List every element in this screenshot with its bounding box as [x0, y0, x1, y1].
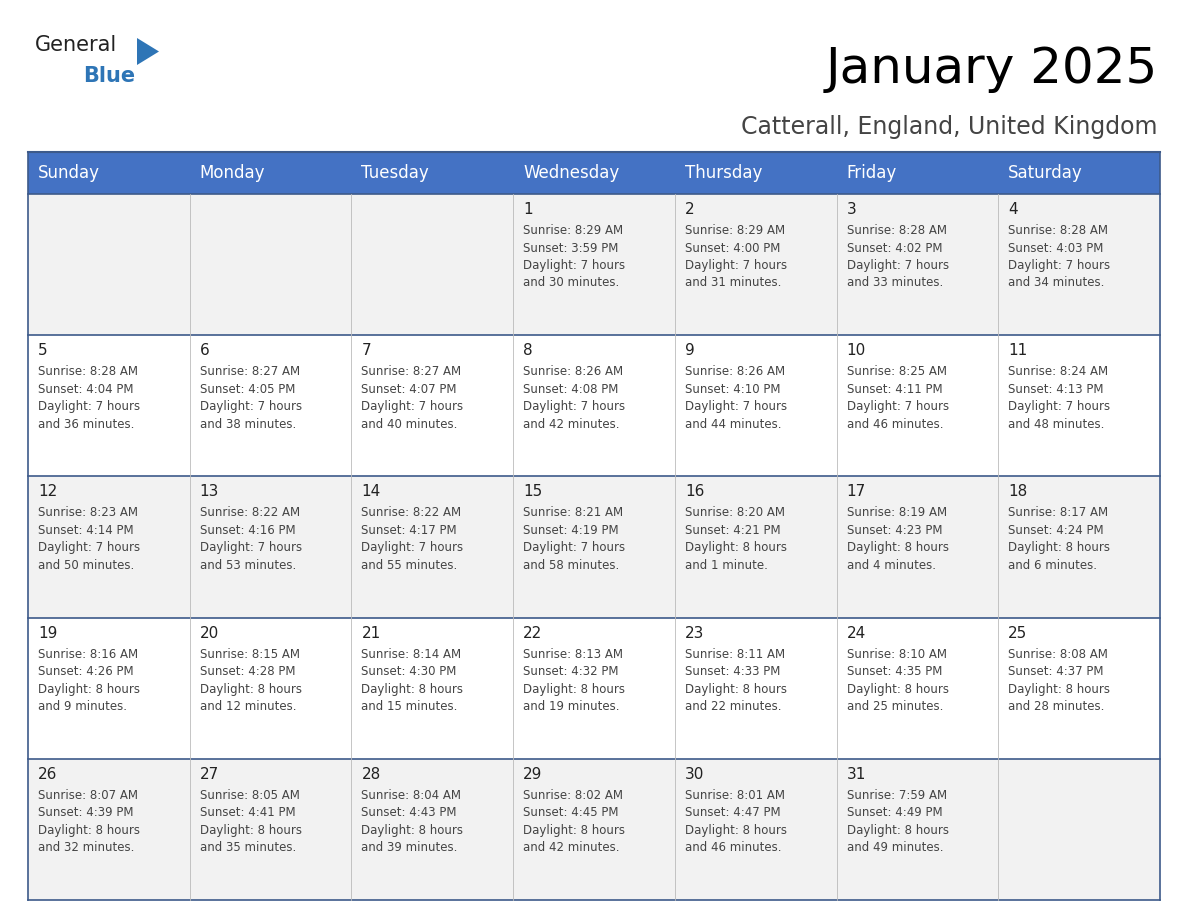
Text: 2: 2	[684, 202, 695, 217]
Bar	[29, 194, 1159, 335]
Text: 28: 28	[361, 767, 380, 782]
Text: Wednesday: Wednesday	[523, 164, 619, 182]
Text: 21: 21	[361, 625, 380, 641]
Text: 7: 7	[361, 343, 371, 358]
Text: 27: 27	[200, 767, 219, 782]
Text: 24: 24	[847, 625, 866, 641]
Text: 12: 12	[38, 485, 57, 499]
Text: Sunrise: 8:14 AM
Sunset: 4:30 PM
Daylight: 8 hours
and 15 minutes.: Sunrise: 8:14 AM Sunset: 4:30 PM Dayligh…	[361, 647, 463, 713]
Text: 23: 23	[684, 625, 704, 641]
Text: Sunrise: 8:22 AM
Sunset: 4:16 PM
Daylight: 7 hours
and 53 minutes.: Sunrise: 8:22 AM Sunset: 4:16 PM Dayligh…	[200, 507, 302, 572]
Text: 11: 11	[1009, 343, 1028, 358]
Text: Sunrise: 8:25 AM
Sunset: 4:11 PM
Daylight: 7 hours
and 46 minutes.: Sunrise: 8:25 AM Sunset: 4:11 PM Dayligh…	[847, 365, 949, 431]
Text: Sunrise: 8:28 AM
Sunset: 4:02 PM
Daylight: 7 hours
and 33 minutes.: Sunrise: 8:28 AM Sunset: 4:02 PM Dayligh…	[847, 224, 949, 289]
Text: Monday: Monday	[200, 164, 265, 182]
Text: Sunrise: 8:27 AM
Sunset: 4:07 PM
Daylight: 7 hours
and 40 minutes.: Sunrise: 8:27 AM Sunset: 4:07 PM Dayligh…	[361, 365, 463, 431]
Text: Sunrise: 8:11 AM
Sunset: 4:33 PM
Daylight: 8 hours
and 22 minutes.: Sunrise: 8:11 AM Sunset: 4:33 PM Dayligh…	[684, 647, 786, 713]
Text: Sunrise: 8:24 AM
Sunset: 4:13 PM
Daylight: 7 hours
and 48 minutes.: Sunrise: 8:24 AM Sunset: 4:13 PM Dayligh…	[1009, 365, 1111, 431]
Polygon shape	[137, 38, 159, 65]
Text: 19: 19	[38, 625, 57, 641]
Text: 25: 25	[1009, 625, 1028, 641]
Text: 16: 16	[684, 485, 704, 499]
Text: Blue: Blue	[83, 66, 135, 86]
Text: 9: 9	[684, 343, 695, 358]
Text: January 2025: January 2025	[826, 45, 1158, 93]
Text: Sunrise: 8:28 AM
Sunset: 4:03 PM
Daylight: 7 hours
and 34 minutes.: Sunrise: 8:28 AM Sunset: 4:03 PM Dayligh…	[1009, 224, 1111, 289]
Text: 4: 4	[1009, 202, 1018, 217]
Text: Sunrise: 8:22 AM
Sunset: 4:17 PM
Daylight: 7 hours
and 55 minutes.: Sunrise: 8:22 AM Sunset: 4:17 PM Dayligh…	[361, 507, 463, 572]
Text: Sunrise: 8:20 AM
Sunset: 4:21 PM
Daylight: 8 hours
and 1 minute.: Sunrise: 8:20 AM Sunset: 4:21 PM Dayligh…	[684, 507, 786, 572]
Text: Friday: Friday	[847, 164, 897, 182]
Text: Sunday: Sunday	[38, 164, 100, 182]
Text: Sunrise: 8:29 AM
Sunset: 4:00 PM
Daylight: 7 hours
and 31 minutes.: Sunrise: 8:29 AM Sunset: 4:00 PM Dayligh…	[684, 224, 786, 289]
Text: 29: 29	[523, 767, 543, 782]
Text: 26: 26	[38, 767, 57, 782]
Text: Sunrise: 8:28 AM
Sunset: 4:04 PM
Daylight: 7 hours
and 36 minutes.: Sunrise: 8:28 AM Sunset: 4:04 PM Dayligh…	[38, 365, 140, 431]
Text: Thursday: Thursday	[684, 164, 763, 182]
Text: Sunrise: 8:15 AM
Sunset: 4:28 PM
Daylight: 8 hours
and 12 minutes.: Sunrise: 8:15 AM Sunset: 4:28 PM Dayligh…	[200, 647, 302, 713]
Text: Catterall, England, United Kingdom: Catterall, England, United Kingdom	[741, 115, 1158, 139]
Bar	[29, 152, 1159, 194]
Text: 1: 1	[523, 202, 532, 217]
Text: Sunrise: 8:27 AM
Sunset: 4:05 PM
Daylight: 7 hours
and 38 minutes.: Sunrise: 8:27 AM Sunset: 4:05 PM Dayligh…	[200, 365, 302, 431]
Text: Sunrise: 8:07 AM
Sunset: 4:39 PM
Daylight: 8 hours
and 32 minutes.: Sunrise: 8:07 AM Sunset: 4:39 PM Dayligh…	[38, 789, 140, 855]
Text: 20: 20	[200, 625, 219, 641]
Text: Sunrise: 8:19 AM
Sunset: 4:23 PM
Daylight: 8 hours
and 4 minutes.: Sunrise: 8:19 AM Sunset: 4:23 PM Dayligh…	[847, 507, 948, 572]
Text: 3: 3	[847, 202, 857, 217]
Text: Sunrise: 8:16 AM
Sunset: 4:26 PM
Daylight: 8 hours
and 9 minutes.: Sunrise: 8:16 AM Sunset: 4:26 PM Dayligh…	[38, 647, 140, 713]
Text: Sunrise: 8:13 AM
Sunset: 4:32 PM
Daylight: 8 hours
and 19 minutes.: Sunrise: 8:13 AM Sunset: 4:32 PM Dayligh…	[523, 647, 625, 713]
Text: General: General	[34, 35, 118, 55]
Text: Sunrise: 8:26 AM
Sunset: 4:10 PM
Daylight: 7 hours
and 44 minutes.: Sunrise: 8:26 AM Sunset: 4:10 PM Dayligh…	[684, 365, 786, 431]
Text: 6: 6	[200, 343, 209, 358]
Text: 13: 13	[200, 485, 219, 499]
Text: Sunrise: 8:05 AM
Sunset: 4:41 PM
Daylight: 8 hours
and 35 minutes.: Sunrise: 8:05 AM Sunset: 4:41 PM Dayligh…	[200, 789, 302, 855]
Text: 17: 17	[847, 485, 866, 499]
Text: 18: 18	[1009, 485, 1028, 499]
Text: 22: 22	[523, 625, 543, 641]
Text: Sunrise: 8:04 AM
Sunset: 4:43 PM
Daylight: 8 hours
and 39 minutes.: Sunrise: 8:04 AM Sunset: 4:43 PM Dayligh…	[361, 789, 463, 855]
Bar	[29, 476, 1159, 618]
Bar	[29, 759, 1159, 900]
Text: 10: 10	[847, 343, 866, 358]
Text: 30: 30	[684, 767, 704, 782]
Text: Sunrise: 7:59 AM
Sunset: 4:49 PM
Daylight: 8 hours
and 49 minutes.: Sunrise: 7:59 AM Sunset: 4:49 PM Dayligh…	[847, 789, 948, 855]
Text: Sunrise: 8:26 AM
Sunset: 4:08 PM
Daylight: 7 hours
and 42 minutes.: Sunrise: 8:26 AM Sunset: 4:08 PM Dayligh…	[523, 365, 625, 431]
Text: Sunrise: 8:17 AM
Sunset: 4:24 PM
Daylight: 8 hours
and 6 minutes.: Sunrise: 8:17 AM Sunset: 4:24 PM Dayligh…	[1009, 507, 1111, 572]
Text: 14: 14	[361, 485, 380, 499]
Text: 15: 15	[523, 485, 543, 499]
Text: 31: 31	[847, 767, 866, 782]
Text: Sunrise: 8:23 AM
Sunset: 4:14 PM
Daylight: 7 hours
and 50 minutes.: Sunrise: 8:23 AM Sunset: 4:14 PM Dayligh…	[38, 507, 140, 572]
Bar	[29, 335, 1159, 476]
Text: Sunrise: 8:08 AM
Sunset: 4:37 PM
Daylight: 8 hours
and 28 minutes.: Sunrise: 8:08 AM Sunset: 4:37 PM Dayligh…	[1009, 647, 1111, 713]
Text: Sunrise: 8:02 AM
Sunset: 4:45 PM
Daylight: 8 hours
and 42 minutes.: Sunrise: 8:02 AM Sunset: 4:45 PM Dayligh…	[523, 789, 625, 855]
Text: 5: 5	[38, 343, 48, 358]
Text: Sunrise: 8:21 AM
Sunset: 4:19 PM
Daylight: 7 hours
and 58 minutes.: Sunrise: 8:21 AM Sunset: 4:19 PM Dayligh…	[523, 507, 625, 572]
Text: Tuesday: Tuesday	[361, 164, 429, 182]
Bar	[29, 618, 1159, 759]
Text: Sunrise: 8:01 AM
Sunset: 4:47 PM
Daylight: 8 hours
and 46 minutes.: Sunrise: 8:01 AM Sunset: 4:47 PM Dayligh…	[684, 789, 786, 855]
Text: Sunrise: 8:29 AM
Sunset: 3:59 PM
Daylight: 7 hours
and 30 minutes.: Sunrise: 8:29 AM Sunset: 3:59 PM Dayligh…	[523, 224, 625, 289]
Text: Sunrise: 8:10 AM
Sunset: 4:35 PM
Daylight: 8 hours
and 25 minutes.: Sunrise: 8:10 AM Sunset: 4:35 PM Dayligh…	[847, 647, 948, 713]
Text: 8: 8	[523, 343, 532, 358]
Text: Saturday: Saturday	[1009, 164, 1083, 182]
